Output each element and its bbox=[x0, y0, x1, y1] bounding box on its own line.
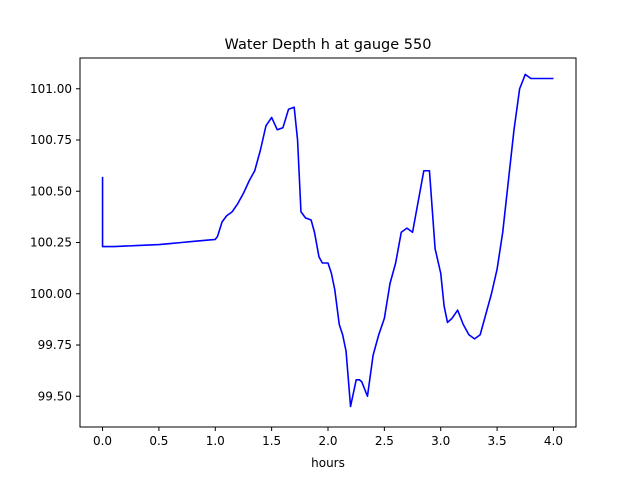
y-tick-label: 100.25 bbox=[30, 236, 72, 250]
x-axis: 0.0 0.5 1.0 1.5 2.0 2.5 3.0 3.5 4.0 bbox=[93, 427, 563, 448]
series-line-0 bbox=[101, 73, 554, 408]
y-tick-label: 101.00 bbox=[30, 82, 72, 96]
y-tick-label: 100.50 bbox=[30, 184, 72, 198]
x-axis-label: hours bbox=[311, 456, 345, 470]
x-tick-label: 1.0 bbox=[206, 434, 225, 448]
x-tick-label: 3.0 bbox=[431, 434, 450, 448]
x-tick-label: 0.5 bbox=[149, 434, 168, 448]
x-tick-label: 2.5 bbox=[375, 434, 394, 448]
x-tick-label: 3.5 bbox=[488, 434, 507, 448]
x-tick-label: 1.5 bbox=[262, 434, 281, 448]
y-tick-label: 100.00 bbox=[30, 287, 72, 301]
y-tick-label: 99.75 bbox=[38, 338, 72, 352]
plot-area bbox=[101, 73, 554, 408]
chart-title: Water Depth h at gauge 550 bbox=[225, 37, 432, 53]
y-tick-label: 100.75 bbox=[30, 133, 72, 147]
x-tick-label: 4.0 bbox=[544, 434, 563, 448]
x-tick-label: 2.0 bbox=[318, 434, 337, 448]
x-tick-label: 0.0 bbox=[93, 434, 112, 448]
y-axis: 99.50 99.75 100.00 100.25 100.50 100.75 101.00 bbox=[30, 82, 80, 403]
y-tick-label: 99.50 bbox=[38, 389, 72, 403]
